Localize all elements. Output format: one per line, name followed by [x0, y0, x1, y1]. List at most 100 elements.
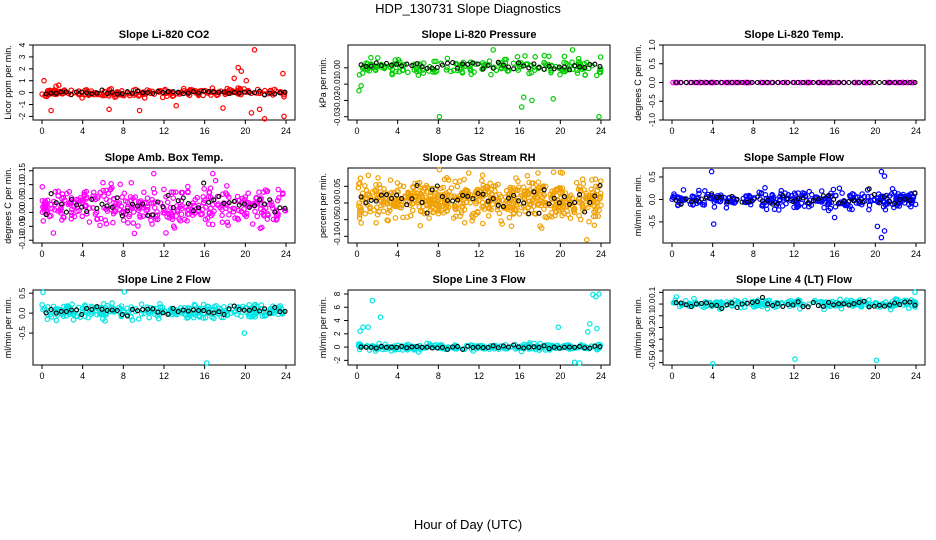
overlay-point	[444, 197, 451, 203]
data-point	[569, 59, 575, 66]
data-point	[135, 316, 142, 322]
overlay-point	[866, 304, 872, 310]
overlay-point	[246, 307, 252, 313]
data-point-outlier	[912, 289, 918, 296]
data-point	[55, 188, 62, 195]
data-point	[44, 303, 51, 310]
data-point	[552, 208, 559, 215]
overlay-point	[709, 79, 715, 86]
data-point	[515, 187, 521, 194]
data-point	[792, 192, 799, 198]
data-point	[431, 58, 437, 65]
data-point	[575, 55, 582, 62]
data-point	[244, 210, 250, 217]
overlay-point	[693, 301, 699, 307]
x-tick-label: 24	[596, 126, 606, 136]
overlay-point	[190, 307, 197, 313]
overlay-point	[373, 345, 379, 351]
data-point	[97, 222, 103, 229]
overlay-point	[383, 192, 390, 198]
data-point-outlier	[256, 106, 263, 113]
data-point	[550, 169, 557, 176]
data-point	[88, 303, 95, 310]
x-tick-label: 8	[751, 249, 756, 259]
overlay-point	[566, 344, 573, 350]
overlay-point	[124, 313, 130, 319]
overlay-point	[399, 343, 405, 349]
overlay-point	[531, 61, 537, 67]
data-point	[846, 192, 853, 199]
overlay-point	[221, 200, 227, 206]
data-point	[701, 188, 708, 194]
data-point	[120, 217, 127, 224]
data-point-outlier	[873, 357, 880, 364]
x-tick-label: 8	[751, 371, 756, 381]
overlay-point	[480, 345, 486, 351]
overlay-point	[820, 303, 827, 309]
overlay-point	[724, 79, 730, 86]
overlay-point	[358, 62, 364, 68]
data-point	[912, 304, 918, 310]
data-point	[458, 207, 465, 214]
overlay-point	[89, 196, 95, 202]
overlay-point	[429, 187, 435, 193]
data-point	[573, 179, 580, 186]
overlay-point	[846, 198, 852, 204]
overlay-point	[902, 299, 908, 305]
overlay-point	[378, 192, 384, 198]
data-point	[597, 195, 603, 202]
overlay-point	[739, 199, 745, 205]
overlay-point	[104, 90, 110, 97]
data-point	[458, 210, 465, 216]
data-point	[488, 191, 495, 198]
overlay-series	[43, 87, 288, 98]
x-tick-label: 0	[39, 126, 44, 136]
data-point	[95, 193, 102, 199]
overlay-point	[780, 303, 786, 309]
overlay-point	[805, 79, 811, 86]
overlay-point	[99, 201, 105, 207]
data-point	[723, 205, 730, 211]
data-point	[592, 176, 599, 183]
overlay-point	[693, 198, 699, 204]
data-point	[381, 197, 387, 204]
overlay-point	[439, 344, 445, 350]
data-point	[99, 304, 106, 311]
data-point	[452, 206, 459, 213]
overlay-point	[450, 198, 456, 204]
data-point	[428, 196, 434, 202]
overlay-point	[196, 307, 202, 314]
overlay-point	[211, 197, 217, 203]
overlay-point	[892, 300, 898, 306]
overlay-point	[826, 299, 832, 305]
data-point	[517, 60, 524, 66]
y-tick-label: 0.05	[18, 190, 27, 206]
overlay-point	[495, 202, 501, 208]
overlay-point	[861, 199, 867, 205]
y-tick-label: -1	[18, 100, 27, 108]
y-tick-label: 0.5	[648, 58, 657, 70]
x-tick-label: 20	[555, 371, 565, 381]
x-tick-label: 16	[515, 126, 525, 136]
overlay-point	[79, 89, 85, 95]
data-point	[680, 187, 687, 193]
x-tick-label: 8	[751, 126, 756, 136]
y-tick-label: -0.10	[333, 227, 342, 246]
data-point	[848, 297, 855, 304]
data-point	[825, 196, 832, 202]
data-point	[372, 67, 379, 74]
y-tick-label: 0.0	[648, 76, 657, 88]
y-axis-label: ml/min per min.	[3, 297, 13, 359]
overlay-point	[780, 79, 786, 86]
data-point	[147, 90, 154, 97]
overlay-point	[851, 197, 857, 203]
overlay-point	[765, 301, 771, 307]
y-tick-label: 0.0	[648, 298, 657, 310]
overlay-point	[257, 197, 263, 203]
overlay-point	[719, 305, 725, 312]
panel-title: Slope Li-820 CO2	[119, 29, 209, 41]
overlay-point	[58, 201, 64, 207]
overlay-point	[89, 91, 95, 97]
data-point	[191, 301, 198, 308]
overlay-point	[709, 191, 715, 197]
